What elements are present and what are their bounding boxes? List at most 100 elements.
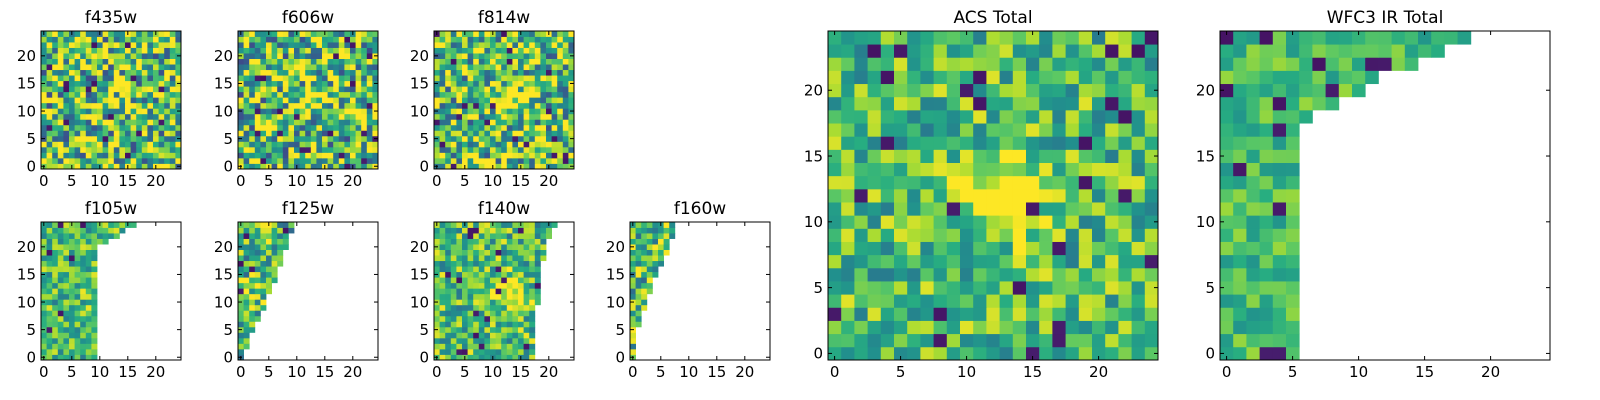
heatmap-cell (80, 130, 87, 137)
heatmap-cell (108, 58, 115, 65)
heatmap-cell (540, 233, 547, 239)
heatmap-cell (478, 321, 485, 328)
heatmap-cell (63, 304, 70, 311)
heatmap-cell (512, 233, 519, 239)
heatmap-cell (113, 227, 120, 234)
heatmap-cell (1131, 149, 1146, 163)
heatmap-cell (52, 304, 59, 311)
heatmap-cell (69, 293, 75, 300)
heatmap-cell (294, 42, 300, 48)
heatmap-cell (462, 113, 468, 120)
heatmap-cell (299, 64, 306, 71)
heatmap-cell (169, 146, 176, 153)
heatmap-cell (305, 157, 312, 164)
heatmap-cell (338, 47, 345, 54)
heatmap-cell (1220, 31, 1234, 45)
heatmap-cell (1105, 31, 1119, 45)
heatmap-cell (361, 80, 368, 87)
heatmap-cell (568, 141, 575, 148)
heatmap-cell (512, 102, 519, 109)
heatmap-cell (266, 113, 272, 120)
heatmap-cell (1246, 281, 1260, 295)
heatmap-cell (80, 135, 87, 142)
heatmap-cell (946, 136, 961, 150)
heatmap-cell (484, 249, 491, 256)
heatmap-cell (1131, 162, 1146, 177)
heatmap-cell (69, 299, 75, 306)
heatmap-cell (867, 254, 882, 269)
heatmap-cell (473, 58, 480, 65)
heatmap-cell (445, 304, 452, 311)
heatmap-cell (125, 113, 131, 120)
heatmap-cell (249, 293, 256, 300)
heatmap-cell (630, 282, 636, 289)
heatmap-cell (478, 288, 485, 295)
heatmap-cell (484, 75, 491, 82)
heatmap-cell (467, 141, 474, 148)
heatmap-cell (130, 113, 137, 120)
heatmap-cell (338, 102, 345, 109)
heatmap-cell (322, 47, 328, 54)
heatmap-cell (1118, 109, 1132, 124)
heatmap-cell (238, 321, 244, 328)
heatmap-cell (372, 97, 379, 104)
heatmap-cell (260, 108, 267, 115)
heatmap-cell (310, 157, 317, 164)
heatmap-cell (327, 108, 334, 115)
heatmap-cell (1233, 109, 1247, 124)
heatmap-cell (91, 260, 98, 267)
axes-frame (629, 221, 771, 361)
heatmap-cell (495, 222, 502, 228)
heatmap-cell (518, 326, 524, 333)
heatmap-cell (69, 157, 75, 164)
heatmap-cell (1220, 307, 1234, 321)
heatmap-cell (1144, 202, 1159, 216)
heatmap-cell (986, 320, 1000, 335)
heatmap-cell (439, 31, 446, 37)
heatmap-cell (467, 146, 474, 153)
heatmap-cell (450, 58, 457, 65)
x-tick-label: 10 (90, 363, 109, 381)
heatmap-cell (338, 36, 345, 43)
heatmap-cell (551, 130, 558, 137)
heatmap-cell (366, 102, 373, 109)
heatmap-cell (74, 304, 81, 311)
heatmap-cell (663, 222, 670, 228)
heatmap-cell (1078, 136, 1093, 150)
heatmap-cell (518, 315, 524, 322)
heatmap-cell (907, 228, 921, 242)
heatmap-cell (63, 233, 70, 239)
heatmap-cell (344, 152, 351, 159)
heatmap-cell (271, 227, 278, 234)
heatmap-cell (506, 266, 513, 273)
heatmap-cell (854, 162, 868, 177)
heatmap-cell (316, 108, 323, 115)
heatmap-cell (841, 123, 855, 137)
heatmap-cell (1246, 57, 1260, 71)
heatmap-cell (557, 31, 564, 37)
heatmap-cell (439, 86, 446, 93)
heatmap-cell (243, 53, 250, 59)
heatmap-cell (495, 238, 502, 245)
heatmap-cell (456, 31, 463, 37)
heatmap-cell (557, 86, 564, 93)
heatmap-cell (445, 227, 452, 234)
heatmap-cell (540, 64, 547, 71)
heatmap-cell (243, 288, 250, 295)
heatmap-cell (41, 141, 47, 148)
heatmap-cell (534, 244, 541, 250)
heatmap-cell (125, 97, 131, 104)
heatmap-cell (1026, 333, 1040, 348)
heatmap-cell (473, 163, 480, 170)
x-tick-label: 20 (539, 363, 558, 381)
heatmap-cell (557, 64, 564, 71)
heatmap-cell (153, 152, 159, 159)
heatmap-cell (113, 233, 120, 239)
heatmap-cell (439, 119, 446, 126)
heatmap-cell (254, 249, 261, 256)
heatmap-cell (478, 222, 485, 228)
heatmap-cell (136, 152, 143, 159)
heatmap-cell (46, 233, 53, 239)
heatmap-cell (136, 157, 143, 164)
heatmap-cell (907, 188, 921, 203)
